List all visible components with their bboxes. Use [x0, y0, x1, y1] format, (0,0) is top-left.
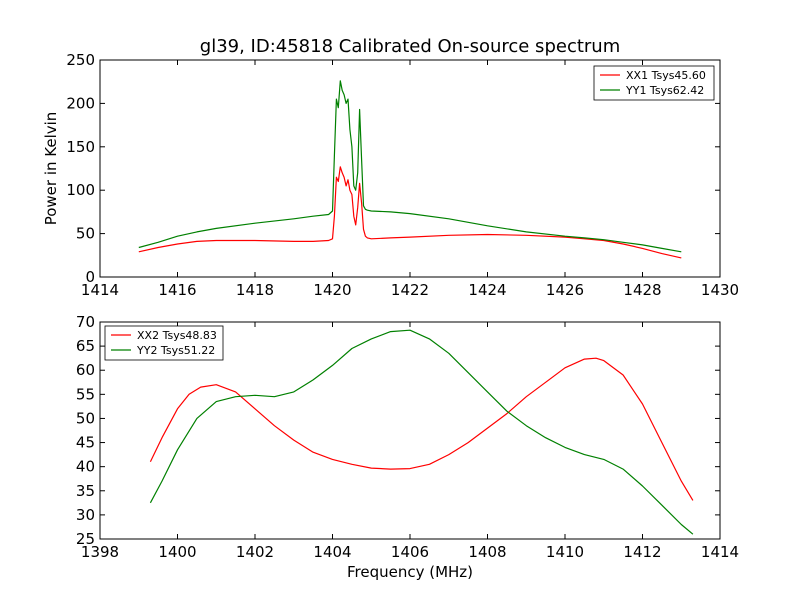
y-tick-label: 60 [76, 361, 95, 379]
y-tick-label: 45 [76, 434, 95, 452]
x-tick-label: 1414 [81, 281, 119, 299]
series-line-xx1 [138, 166, 682, 259]
y-tick-label: 50 [76, 225, 95, 243]
series-line-yy2 [149, 329, 694, 535]
legend-box [593, 65, 715, 101]
y-tick-label: 30 [76, 506, 95, 524]
x-tick-label: 1428 [623, 281, 661, 299]
x-tick-label: 1426 [546, 281, 584, 299]
x-tick-label: 1402 [236, 543, 274, 561]
y-tick-label: 0 [85, 268, 95, 286]
y-axis-label: Power in Kelvin [42, 112, 60, 226]
series-line-xx2 [149, 357, 694, 501]
legend-label: XX2 Tsys48.83 [137, 329, 217, 342]
y-tick-label: 35 [76, 482, 95, 500]
y-tick-label: 200 [66, 94, 95, 112]
x-tick-label: 1418 [236, 281, 274, 299]
x-tick-label: 1410 [546, 543, 584, 561]
y-tick-label: 250 [66, 51, 95, 69]
x-tick-label: 1406 [391, 543, 429, 561]
y-tick-label: 25 [76, 530, 95, 548]
x-tick-label: 1398 [81, 543, 119, 561]
bottom-spectrum-plot: 1398 1400 1402 1404 1406 1408 1410 1412 1414 25 30… [76, 313, 739, 581]
y-tick-label: 65 [76, 337, 95, 355]
y-tick-label: 55 [76, 385, 95, 403]
legend-label: YY2 Tsys51.22 [136, 344, 215, 357]
figure-title: gl39, ID:45818 Calibrated On-source spec… [200, 36, 620, 57]
x-tick-label: 1420 [313, 281, 351, 299]
y-tick-label: 150 [66, 138, 95, 156]
legend-box [104, 325, 224, 361]
legend: XX2 Tsys48.83 YY2 Tsys51.22 [104, 325, 224, 361]
legend-label: XX1 Tsys45.60 [626, 69, 706, 82]
x-tick-label: 1416 [158, 281, 196, 299]
x-tick-label: 1412 [623, 543, 661, 561]
x-tick-label: 1424 [468, 281, 506, 299]
x-tick-label: 1408 [468, 543, 506, 561]
y-tick-label: 70 [76, 313, 95, 331]
y-tick-label: 100 [66, 181, 95, 199]
x-axis-label: Frequency (MHz) [347, 563, 473, 581]
y-tick-label: 40 [76, 458, 95, 476]
x-tick-label: 1404 [313, 543, 351, 561]
legend-label: YY1 Tsys62.42 [625, 84, 704, 97]
x-tick-label: 1430 [701, 281, 739, 299]
x-tick-label: 1422 [391, 281, 429, 299]
y-tick-label: 50 [76, 409, 95, 427]
series-line-yy1 [138, 80, 682, 253]
x-tick-label: 1414 [701, 543, 739, 561]
top-spectrum-plot: 1414 1416 1418 1420 1422 1424 1426 1428 1430 0 50 1… [42, 51, 739, 299]
legend: XX1 Tsys45.60 YY1 Tsys62.42 [593, 65, 715, 101]
x-tick-label: 1400 [158, 543, 196, 561]
